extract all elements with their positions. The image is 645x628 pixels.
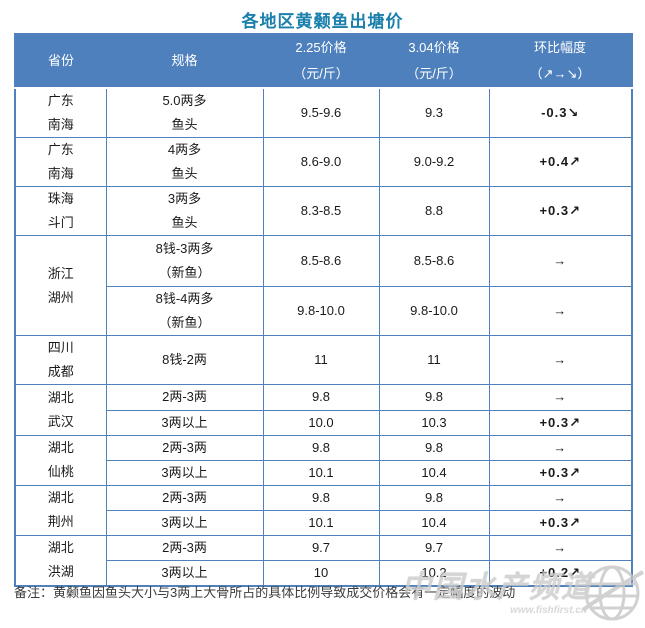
table-row: 广东 南海 5.0两多 鱼头 9.5-9.6 9.3 -0.3↘ bbox=[14, 87, 633, 139]
province-cell: 湖北 荆州 bbox=[14, 484, 107, 536]
col-header-price-0304: 3.04价格 （元/斤） bbox=[379, 34, 489, 89]
price2-cell: 11 bbox=[378, 335, 490, 386]
price2-cell: 10.4 bbox=[378, 459, 490, 486]
change-cell: → bbox=[488, 484, 633, 511]
change-cell: +0.3↗ bbox=[488, 409, 633, 436]
globe-icon bbox=[581, 565, 644, 621]
spec-cell: 3两以上 bbox=[105, 409, 264, 436]
table-row: 湖北 武汉 2两-3两 9.8 9.8 → bbox=[14, 384, 633, 436]
spec-cell: 5.0两多 鱼头 bbox=[105, 87, 264, 139]
page-title: 各地区黄颡鱼出塘价 bbox=[241, 12, 404, 31]
price1-cell: 9.7 bbox=[262, 534, 380, 561]
change-cell: → bbox=[488, 434, 633, 461]
price1-cell: 10.1 bbox=[262, 459, 380, 486]
spec-cell: 3两以上 bbox=[105, 459, 264, 486]
spec-cell: 2两-3两 bbox=[105, 534, 264, 561]
province-cell: 湖北 洪湖 bbox=[14, 534, 107, 587]
price2-cell: 10.2 bbox=[378, 559, 490, 587]
col-header-change: 环比幅度 （↗→↘） bbox=[489, 34, 632, 89]
table-row: 湖北 仙桃 2两-3两 9.8 9.8 → bbox=[14, 434, 633, 486]
price2-cell: 10.3 bbox=[378, 409, 490, 436]
price1-cell: 8.6-9.0 bbox=[262, 137, 380, 188]
table-row: 浙江 湖州 8钱-3两多 （新鱼） 8.5-8.6 8.5-8.6 → bbox=[14, 235, 633, 337]
watermark-url: www.fishfirst.cn bbox=[510, 604, 587, 616]
province-cell: 四川 成都 bbox=[14, 335, 107, 386]
price2-cell: 9.3 bbox=[378, 87, 490, 139]
table-row: 3两以上 10.1 10.4 +0.3↗ bbox=[15, 459, 633, 486]
col-header-province: 省份 bbox=[15, 34, 106, 89]
change-cell: → bbox=[488, 335, 633, 386]
header-row: 省份 规格 2.25价格 （元/斤） 3.04价格 （元/斤） 环比幅度 （↗→… bbox=[15, 34, 632, 89]
change-cell: +0.3↗ bbox=[488, 186, 633, 237]
spec-cell: 2两-3两 bbox=[105, 484, 264, 511]
price1-cell: 8.5-8.6 bbox=[262, 235, 380, 288]
change-cell: -0.3↘ bbox=[488, 87, 633, 139]
spec-cell: 8钱-4两多 （新鱼） bbox=[105, 286, 264, 337]
price2-cell: 9.8 bbox=[378, 384, 490, 411]
spec-cell: 4两多 鱼头 bbox=[105, 137, 264, 188]
spec-cell: 8钱-3两多 （新鱼） bbox=[105, 235, 264, 288]
price1-cell: 10.0 bbox=[262, 409, 380, 436]
price2-cell: 9.7 bbox=[378, 534, 490, 561]
change-cell: → bbox=[488, 534, 633, 561]
change-cell: +0.4↗ bbox=[488, 137, 633, 188]
price1-cell: 9.8 bbox=[262, 434, 380, 461]
table-row: 广东 南海 4两多 鱼头 8.6-9.0 9.0-9.2 +0.4↗ bbox=[14, 137, 633, 188]
col-header-price-0225: 2.25价格 （元/斤） bbox=[263, 34, 379, 89]
price2-cell: 9.0-9.2 bbox=[378, 137, 490, 188]
province-cell: 浙江 湖州 bbox=[14, 235, 107, 337]
table-row: 3两以上 10.1 10.4 +0.3↗ bbox=[15, 509, 633, 536]
spec-cell: 3两以上 bbox=[105, 509, 264, 536]
change-cell: +0.3↗ bbox=[488, 509, 633, 536]
table-row: 3两以上 10 10.2 +0.2↗ bbox=[15, 559, 633, 587]
table-row: 湖北 洪湖 2两-3两 9.7 9.7 → bbox=[14, 534, 633, 587]
change-cell: → bbox=[488, 384, 633, 411]
change-cell: → bbox=[488, 235, 633, 288]
col-header-spec: 规格 bbox=[106, 34, 263, 89]
price2-cell: 9.8 bbox=[378, 484, 490, 511]
price1-cell: 9.8-10.0 bbox=[262, 286, 380, 337]
price1-cell: 9.8 bbox=[262, 484, 380, 511]
province-cell: 广东 南海 bbox=[14, 87, 107, 139]
spec-cell: 8钱-2两 bbox=[105, 335, 264, 386]
change-cell: → bbox=[488, 286, 633, 337]
change-cell: +0.3↗ bbox=[488, 459, 633, 486]
table-row: 湖北 荆州 2两-3两 9.8 9.8 → bbox=[14, 484, 633, 536]
change-cell: +0.2↗ bbox=[488, 559, 633, 587]
price2-cell: 8.5-8.6 bbox=[378, 235, 490, 288]
province-cell: 湖北 仙桃 bbox=[14, 434, 107, 486]
spec-cell: 2两-3两 bbox=[105, 434, 264, 461]
price1-cell: 10.1 bbox=[262, 509, 380, 536]
province-cell: 湖北 武汉 bbox=[14, 384, 107, 436]
table-row: 8钱-4两多 （新鱼） 9.8-10.0 9.8-10.0 → bbox=[15, 286, 633, 337]
price1-cell: 9.8 bbox=[262, 384, 380, 411]
price2-cell: 9.8-10.0 bbox=[378, 286, 490, 337]
watermark: 中国水产频道 www.fishfirst.cn bbox=[401, 560, 645, 626]
province-cell: 广东 南海 bbox=[14, 137, 107, 188]
table-row: 3两以上 10.0 10.3 +0.3↗ bbox=[15, 409, 633, 436]
footnote: 备注：黄颡鱼因鱼头大小与3两上大骨所占的具体比例导致成交价格会有一定幅度的波动 bbox=[14, 585, 516, 600]
spec-cell: 2两-3两 bbox=[105, 384, 264, 411]
table-row: 四川 成都 8钱-2两 11 11 → bbox=[14, 335, 633, 386]
spec-cell: 3两以上 bbox=[105, 559, 264, 587]
price1-cell: 9.5-9.6 bbox=[262, 87, 380, 139]
province-cell: 珠海 斗门 bbox=[14, 186, 107, 237]
price2-cell: 8.8 bbox=[378, 186, 490, 237]
price2-cell: 9.8 bbox=[378, 434, 490, 461]
price2-cell: 10.4 bbox=[378, 509, 490, 536]
price1-cell: 11 bbox=[262, 335, 380, 386]
price-table: 省份 规格 2.25价格 （元/斤） 3.04价格 （元/斤） 环比幅度 （↗→… bbox=[14, 33, 633, 587]
spec-cell: 3两多 鱼头 bbox=[105, 186, 264, 237]
table-row: 珠海 斗门 3两多 鱼头 8.3-8.5 8.8 +0.3↗ bbox=[14, 186, 633, 237]
price1-cell: 8.3-8.5 bbox=[262, 186, 380, 237]
watermark-text: 中国水产频道 bbox=[401, 570, 593, 604]
